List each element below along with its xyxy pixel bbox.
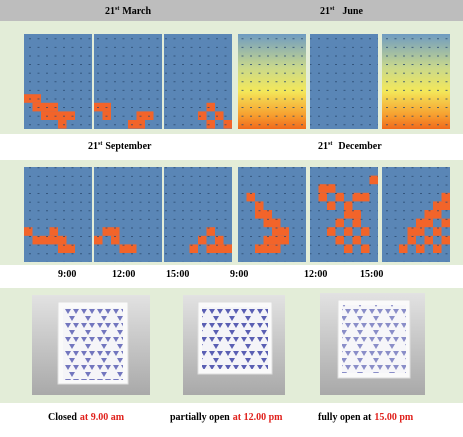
heatmap-grid — [238, 167, 306, 262]
time-label: 12:00 — [112, 269, 135, 280]
time-label: 9:00 — [58, 269, 76, 280]
time-labels: 9:00 12:00 15:00 9:00 12:00 15:00 — [58, 269, 383, 280]
render-partial — [183, 295, 285, 395]
heatmap-grid — [310, 167, 378, 262]
time-label: 15:00 — [166, 269, 189, 280]
time-label: 9:00 — [230, 269, 248, 280]
time-label: 15:00 — [360, 269, 383, 280]
time-label: 12:00 — [304, 269, 327, 280]
heatmap-grid — [94, 34, 162, 129]
heatmap-grid — [382, 167, 450, 262]
render-closed — [32, 295, 150, 395]
header-band — [0, 0, 463, 21]
heatmap-grid — [24, 34, 92, 129]
heatmap-grid — [238, 34, 306, 129]
heatmap-grid — [164, 167, 232, 262]
heatmap-grid — [310, 34, 378, 129]
figure: 21stMarch 21stJune 21stSeptember 21stDec… — [0, 0, 463, 437]
heatmap-grid — [24, 167, 92, 262]
heatmap-grid — [164, 34, 232, 129]
heatmap-grid — [382, 34, 450, 129]
render-open — [320, 293, 425, 395]
heatmap-grid — [94, 167, 162, 262]
